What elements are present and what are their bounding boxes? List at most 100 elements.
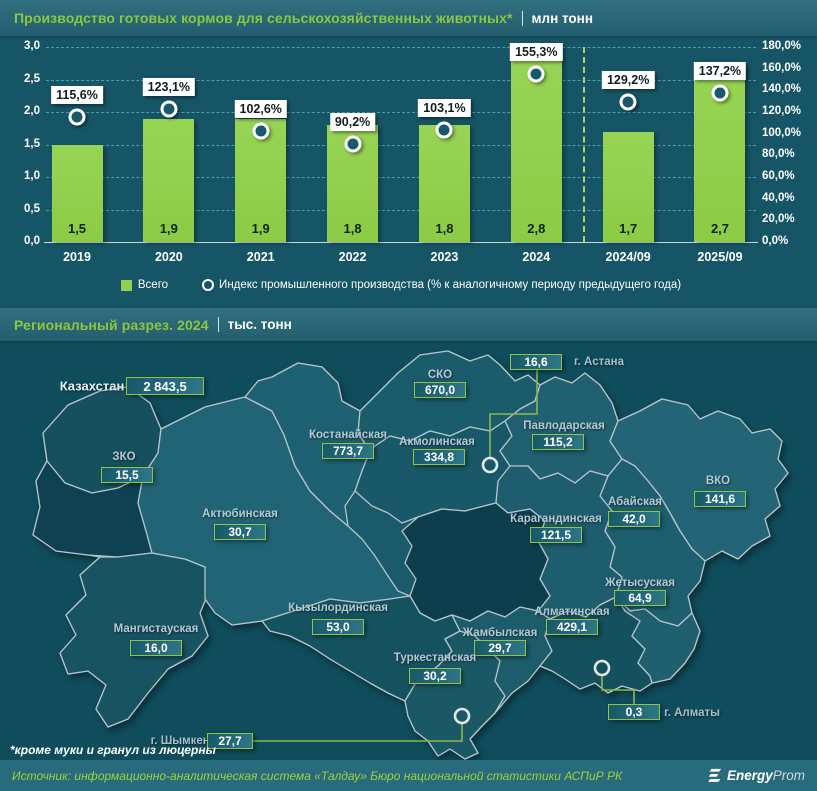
logo-text-light: Prom — [772, 767, 805, 783]
right-axis-tick: 60,0% — [762, 170, 795, 182]
x-axis-label: 2025/09 — [697, 250, 743, 264]
page-title-unit: млн тонн — [531, 10, 593, 26]
legend-bar-label: Всего — [137, 279, 169, 291]
x-axis-label: 2019 — [63, 250, 91, 264]
city-label-shymkent: г. Шымкент — [150, 735, 216, 747]
region-label-aktobe: Актюбинская — [202, 508, 278, 520]
gridline — [46, 177, 756, 178]
x-axis-label: 2024/09 — [605, 250, 651, 264]
region-value-box-mangystau: 16,0 — [130, 640, 182, 656]
x-axis-label: 2022 — [338, 250, 367, 264]
production-bar-chart: 3,0 2,5 2,0 1,5 1,0 0,5 0,0 180,0% 160,0% 140,0% 1… — [0, 36, 817, 308]
right-axis-tick: 140,0% — [762, 83, 802, 96]
right-axis-tick: 40,0% — [762, 191, 795, 204]
region-label-pavlodar: Павлодарская — [523, 420, 605, 432]
region-value-box-zhetysu: 64,9 — [614, 590, 666, 606]
almaty-marker-icon — [593, 659, 611, 677]
map-overlay: Казахстан 2 843,5 ЗКО 15,5 Актюбинская 30,7… — [0, 341, 817, 760]
energyprom-logo-icon — [708, 768, 722, 782]
region-value-box-kostanay: 773,7 — [322, 443, 374, 459]
region-value-box-akmola: 334,8 — [413, 449, 465, 465]
region-label-vko: ВКО — [705, 475, 731, 487]
index-marker — [252, 122, 270, 140]
bar-2024/09 — [602, 131, 654, 242]
left-axis-tick: 1,0 — [24, 170, 40, 182]
astana-callout-line — [489, 370, 538, 458]
right-axis-tick: 80,0% — [762, 148, 795, 161]
legend-bar-swatch — [120, 279, 132, 291]
city-value-box-astana: 16,6 — [510, 354, 562, 370]
left-axis-tick: 3,0 — [24, 40, 40, 52]
index-value-label: 103,1% — [418, 99, 471, 118]
index-marker — [68, 108, 86, 126]
right-axis-tick: 160,0% — [762, 61, 802, 74]
x-axis-label: 2024 — [522, 250, 551, 264]
city-markers — [453, 456, 611, 725]
index-marker — [711, 84, 729, 102]
gridline — [46, 112, 756, 113]
region-value-box-aktobe: 30,7 — [214, 524, 266, 540]
city-callouts — [253, 370, 635, 742]
x-axis-label: 2021 — [246, 250, 275, 264]
region-value-box-pavlodar: 115,2 — [532, 434, 584, 450]
index-marker — [527, 65, 545, 83]
index-value-label: 90,2% — [329, 113, 376, 132]
index-value-label: 137,2% — [693, 62, 747, 81]
kazakhstan-map: Казахстан 2 843,5 ЗКО 15,5 Актюбинская 30,7… — [0, 341, 817, 760]
region-value-box-vko: 141,6 — [694, 491, 746, 507]
gridline — [46, 47, 756, 48]
gridline — [46, 144, 756, 146]
gridline — [46, 79, 756, 81]
city-label-astana: г. Астана — [574, 356, 624, 368]
footnote: *кроме муки и гранул из люцерны — [10, 743, 216, 757]
index-value-label: 129,2% — [601, 71, 655, 90]
country-value-box: 2 843,5 — [126, 377, 204, 395]
bar-value-label: 1,8 — [435, 221, 454, 236]
bar-value-label: 1,7 — [619, 221, 638, 236]
shymkent-callout-line — [253, 723, 463, 742]
period-separator-line — [583, 47, 585, 242]
city-value-box-shymkent: 27,7 — [207, 733, 253, 749]
region-label-kyzylorda: Кызылординская — [288, 602, 388, 614]
bar-value-label: 1,5 — [67, 221, 87, 236]
bar-value-label: 2,8 — [527, 221, 546, 236]
region-value-box-zko: 15,5 — [101, 467, 153, 483]
region-label-turkestan: Туркестанская — [393, 652, 477, 664]
region-value-box-almaty_region: 429,1 — [546, 619, 598, 635]
region-zhetysu-shape — [615, 596, 701, 684]
index-marker — [435, 121, 453, 139]
left-axis-tick: 0,0 — [24, 235, 40, 247]
right-axis-tick: 120,0% — [762, 105, 802, 117]
region-label-abay: Абайская — [608, 496, 662, 508]
x-axis-label: 2023 — [430, 250, 459, 264]
region-label-kostanay: Костанайская — [309, 429, 387, 441]
energyprom-logo: EnergyProm — [707, 767, 805, 785]
left-axis-tick: 2,0 — [24, 105, 40, 117]
bar-2023 — [418, 125, 470, 242]
region-value-box-kyzylorda: 53,0 — [312, 619, 364, 635]
bar-2019 — [51, 144, 103, 242]
index-value-label: 155,3% — [510, 42, 563, 61]
section-unit: тыс. тонн — [227, 317, 292, 332]
country-label: Казахстан — [59, 378, 125, 394]
bar-2024 — [510, 60, 562, 242]
x-axis-label: 2020 — [154, 250, 183, 264]
region-value-box-sko: 670,0 — [414, 382, 466, 398]
section-title: Региональный разрез. 2024 — [14, 316, 209, 333]
region-value-box-karaganda: 121,5 — [530, 527, 582, 543]
region-label-zko: ЗКО — [112, 451, 136, 463]
bar-value-label: 1,8 — [343, 221, 362, 236]
bar-chart-plot: 3,0 2,5 2,0 1,5 1,0 0,5 0,0 180,0% 160,0% 140,0% 1… — [0, 36, 817, 308]
right-axis-tick: 100,0% — [762, 126, 802, 139]
region-label-zhetysu: Жетысуская — [605, 577, 675, 589]
title-bar: Производство готовых кормов для сельскох… — [0, 0, 817, 36]
left-axis-tick: 0,5 — [24, 202, 40, 215]
right-axis-tick: 20,0% — [762, 213, 795, 226]
legend-index-marker-icon — [202, 279, 215, 291]
legend-index-label: Индекс промышленного производства (% к а… — [219, 279, 682, 291]
source-text: Источник: информационно-аналитическая си… — [12, 768, 623, 783]
region-label-mangystau: Мангистауская — [113, 623, 199, 635]
city-label-almaty_city: г. Алматы — [664, 707, 720, 719]
title-divider — [521, 10, 523, 26]
